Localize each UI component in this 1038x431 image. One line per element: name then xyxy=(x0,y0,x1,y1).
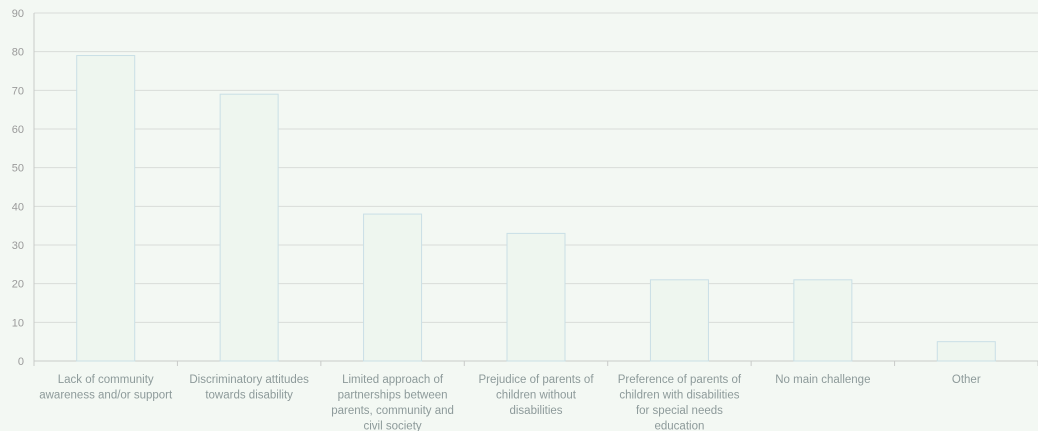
y-tick-label: 50 xyxy=(12,163,24,175)
x-category-label: disabilities xyxy=(509,405,562,417)
bar xyxy=(76,55,136,362)
x-category-label: children without xyxy=(496,390,577,402)
bar xyxy=(363,213,423,362)
y-tick-label: 90 xyxy=(12,8,24,20)
x-category-label: partnerships between xyxy=(338,390,448,402)
y-tick-label: 80 xyxy=(12,47,24,59)
x-category-label: Other xyxy=(952,374,981,386)
y-tick-label: 70 xyxy=(12,85,24,97)
x-category-label: awareness and/or support xyxy=(39,390,173,402)
x-category-label: Prejudice of parents of xyxy=(478,374,594,386)
bar xyxy=(649,279,709,362)
x-category-label: No main challenge xyxy=(775,374,870,386)
x-category-label: Lack of community xyxy=(58,374,154,386)
bar xyxy=(219,93,279,362)
y-tick-label: 10 xyxy=(12,317,24,329)
x-category-label: towards disability xyxy=(205,390,293,402)
bar xyxy=(936,341,996,362)
bar xyxy=(793,279,853,362)
x-category-label: children with disabilities xyxy=(619,390,739,402)
x-category-label: Preference of parents of xyxy=(618,374,742,386)
y-tick-label: 30 xyxy=(12,240,24,252)
bar xyxy=(506,232,566,362)
x-category-label: Limited approach of xyxy=(342,374,444,386)
x-category-label: for special needs xyxy=(636,405,723,417)
x-category-label: parents, community and xyxy=(331,405,454,417)
y-tick-label: 20 xyxy=(12,279,24,291)
x-category-label: education xyxy=(654,421,704,431)
x-category-label: civil society xyxy=(363,421,421,431)
x-category-label: Discriminatory attitudes xyxy=(189,374,309,386)
y-tick-label: 0 xyxy=(18,356,24,368)
y-tick-label: 60 xyxy=(12,124,24,136)
y-tick-label: 40 xyxy=(12,201,24,213)
